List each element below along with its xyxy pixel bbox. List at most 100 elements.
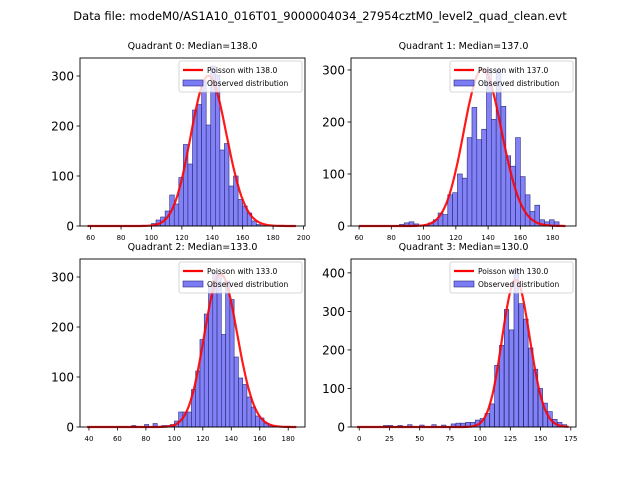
histogram-bar: [518, 303, 524, 428]
panel-title: Quadrant 0: Median=138.0: [128, 41, 258, 52]
histogram-bar: [196, 104, 202, 227]
x-tick-label: 140: [225, 435, 238, 443]
x-tick-label: 75: [445, 435, 454, 443]
legend-box: [178, 261, 303, 294]
legend-label-poisson: Poisson with 133.0: [207, 267, 277, 276]
y-tick-label: 300: [51, 271, 74, 285]
x-tick-label: 125: [504, 435, 517, 443]
legend: Poisson with 133.0 Observed distribution: [178, 261, 303, 294]
x-tick-label: 180: [266, 234, 279, 242]
legend-label-poisson: Poisson with 130.0: [478, 267, 548, 276]
histogram-bar: [255, 415, 261, 428]
histogram-bar: [237, 199, 243, 227]
histogram-bar: [224, 143, 230, 227]
x-tick-label: 120: [196, 435, 209, 443]
legend-bar-swatch: [182, 280, 204, 288]
panel-quadrant-1: Quadrant 1: Median=137.0 0 100 200 300 60 80 10…: [322, 41, 577, 242]
x-tick-label: 120: [449, 234, 462, 242]
histogram-bar: [520, 176, 526, 227]
legend: Poisson with 137.0 Observed distribution: [449, 60, 574, 93]
x-tick-label: 80: [141, 435, 150, 443]
histogram-bar: [457, 173, 463, 227]
histogram-bar: [491, 119, 497, 227]
histogram-bar: [228, 185, 234, 227]
histogram-bar: [173, 203, 180, 227]
histogram-bar: [219, 149, 225, 227]
y-tick-label: 100: [51, 371, 74, 385]
x-tick-label: 100: [168, 435, 181, 443]
x-tick-label: 0: [357, 435, 361, 443]
histogram-bar: [486, 69, 492, 227]
legend-label-observed: Observed distribution: [207, 280, 288, 289]
histogram-bar: [452, 192, 458, 227]
histogram-bar: [466, 137, 473, 227]
x-tick-label: 140: [481, 234, 494, 242]
y-tick-label: 300: [322, 63, 345, 77]
histogram-bar: [476, 139, 482, 227]
histogram-bar: [205, 124, 212, 227]
x-tick-label: 120: [175, 234, 188, 242]
histogram-bar: [246, 396, 252, 428]
x-tick-label: 80: [117, 234, 126, 242]
legend-box: [449, 261, 574, 294]
y-tick-label: 0: [337, 220, 345, 234]
histogram-bar: [186, 411, 192, 428]
histogram-bar: [504, 309, 510, 428]
panel-title: Quadrant 2: Median=133.0: [128, 242, 258, 253]
x-tick-label: 160: [236, 234, 249, 242]
x-tick-label: 60: [86, 234, 95, 242]
histogram-bar: [523, 318, 529, 428]
y-tick-label: 100: [322, 382, 345, 396]
histogram-bar: [216, 274, 222, 428]
legend: Poisson with 138.0 Observed distribution: [178, 60, 303, 93]
histogram-bar: [489, 403, 495, 428]
histogram-bar: [528, 347, 534, 428]
y-tick-label: 300: [51, 70, 74, 84]
legend-box: [449, 60, 574, 93]
y-tick-label: 200: [322, 115, 345, 129]
y-tick-label: 0: [66, 220, 74, 234]
x-tick-label: 50: [415, 435, 424, 443]
histogram-bar: [461, 177, 468, 227]
panel-title: Quadrant 1: Median=137.0: [399, 41, 529, 52]
legend-label-observed: Observed distribution: [478, 79, 559, 88]
histogram-bar: [515, 137, 521, 227]
legend-box: [178, 60, 303, 93]
x-tick-label: 60: [113, 435, 122, 443]
x-tick-label: 40: [85, 435, 94, 443]
x-tick-label: 200: [297, 234, 310, 242]
histogram-bar: [251, 220, 257, 227]
y-tick-label: 400: [322, 266, 345, 280]
y-tick-label: 100: [322, 167, 345, 181]
x-tick-label: 140: [206, 234, 219, 242]
axes-frame: [79, 57, 306, 227]
histogram-bar: [221, 334, 226, 428]
x-tick-label: 150: [534, 435, 547, 443]
y-tick-label: 300: [322, 305, 345, 319]
histogram-bar: [471, 107, 478, 227]
axes-frame: [350, 57, 577, 227]
histogram-bar: [500, 106, 507, 227]
y-tick-label: 0: [337, 421, 345, 435]
legend-bar-swatch: [182, 79, 204, 87]
panel-title: Quadrant 3: Median=130.0: [399, 242, 529, 253]
x-tick-label: 100: [145, 234, 158, 242]
axes-frame: [350, 258, 577, 428]
histogram-bar: [225, 280, 231, 428]
x-tick-label: 180: [546, 234, 559, 242]
histogram-bar: [495, 69, 502, 227]
histogram-bar: [187, 163, 193, 227]
figure-suptitle: Data file: modeM0/AS1A10_016T01_90000040…: [73, 9, 567, 23]
panel-quadrant-3: Quadrant 3: Median=130.0 0 100 200 300 400 0 25…: [322, 242, 577, 443]
histogram-bar: [212, 271, 218, 428]
x-tick-label: 180: [282, 435, 295, 443]
histogram-bar: [233, 356, 239, 428]
histogram-bar: [201, 80, 207, 227]
legend-label-poisson: Poisson with 137.0: [478, 66, 548, 75]
histogram-bar: [242, 384, 248, 428]
y-tick-label: 100: [51, 170, 74, 184]
x-tick-label: 100: [417, 234, 430, 242]
panel-quadrant-2: Quadrant 2: Median=133.0 0 100 200 300 40 60 80…: [51, 242, 306, 443]
y-tick-label: 200: [322, 343, 345, 357]
